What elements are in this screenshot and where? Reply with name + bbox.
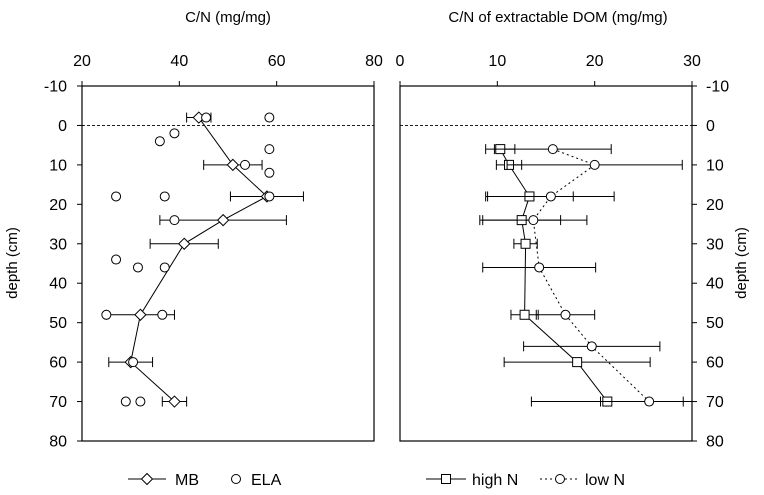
p1-mb-point [134, 308, 147, 321]
p1-ela-point [132, 262, 143, 273]
p1-ela-point [264, 144, 275, 155]
p2-y-tick-label: 80 [706, 434, 724, 451]
legend-ela-label: ELA [251, 472, 282, 489]
p1-y-tick-label: 50 [49, 315, 67, 332]
p2-low-n-point [528, 215, 539, 226]
p1-ela-point [169, 215, 180, 226]
right-panel-frame [399, 85, 693, 442]
legend-left: MB ELA [128, 472, 282, 489]
p1-y-tick-label: 30 [49, 236, 67, 253]
p2-low-n-point [560, 309, 571, 320]
p2-y-tick-label: 0 [706, 118, 715, 135]
p2-high-n-line [499, 148, 608, 402]
legend-ela-marker [231, 474, 241, 484]
p1-y-tick-label: 60 [49, 355, 67, 372]
p1-x-tick-label: 40 [170, 53, 188, 70]
p2-x-tick-label: 30 [683, 53, 701, 70]
p2-low-n-point [589, 159, 600, 170]
left-y-axis-label: depth (cm) [4, 227, 21, 299]
p2-y-tick-label: 70 [706, 394, 724, 411]
p1-mb-point [168, 395, 181, 408]
p1-x-tick-label: 60 [268, 53, 286, 70]
p2-low-n-point [534, 262, 545, 273]
p1-ela-point [128, 357, 139, 368]
p2-high-n-point [519, 309, 530, 320]
p1-y-tick-label: 40 [49, 276, 67, 293]
p2-x-tick-label: 20 [586, 53, 604, 70]
p2-low-n-line [532, 148, 650, 402]
p1-ela-point [264, 112, 275, 123]
p2-low-n-point [644, 396, 655, 407]
legend-mb-marker [140, 472, 154, 486]
p1-ela-point [120, 396, 131, 407]
legend-right: high N low N [426, 472, 625, 489]
p2-high-n-point [520, 238, 531, 249]
p1-mb-point [226, 158, 240, 172]
right-y-axis-label: depth (cm) [733, 227, 750, 299]
p1-ela-point [159, 262, 170, 273]
p1-y-tick-label: -10 [44, 79, 67, 96]
p1-ela-point [264, 167, 275, 178]
p2-y-tick-label: 50 [706, 315, 724, 332]
left-panel-title: C/N (mg/mg) [185, 9, 271, 26]
p1-ela-point [157, 309, 168, 320]
p1-mb-point [216, 213, 230, 227]
p1-ela-point [154, 136, 165, 147]
p1-ela-point [159, 191, 170, 202]
p1-y-tick-label: 20 [49, 197, 67, 214]
p1-x-tick-label: 20 [73, 53, 91, 70]
p1-ela-point [169, 128, 180, 139]
left-panel-frame [81, 85, 375, 442]
p1-ela-point [240, 159, 251, 170]
p1-mb-point [177, 237, 191, 250]
p1-y-tick-label: 0 [58, 118, 67, 135]
p2-low-n-point [545, 191, 556, 202]
p2-y-tick-label: 20 [706, 197, 724, 214]
p1-ela-point [264, 191, 275, 202]
p2-y-tick-label: 30 [706, 236, 724, 253]
p1-y-tick-label: 10 [49, 157, 67, 174]
p2-low-n-point [586, 341, 597, 352]
legend-lown-label: low N [585, 472, 625, 489]
p1-mb-line [130, 117, 268, 402]
p1-ela-point [111, 191, 122, 202]
p1-ela-point [201, 112, 212, 123]
p1-ela-point [111, 254, 122, 265]
p1-y-tick-label: 70 [49, 394, 67, 411]
legend-highn-marker [441, 474, 451, 484]
legend-mb-label: MB [175, 472, 199, 489]
p2-x-tick-label: 0 [396, 53, 405, 70]
p2-high-n-point [572, 357, 583, 368]
p2-y-tick-label: 60 [706, 355, 724, 372]
p1-ela-point [101, 309, 112, 320]
p2-x-tick-label: 10 [488, 53, 506, 70]
p1-ela-point [135, 396, 146, 407]
right-panel-title: C/N of extractable DOM (mg/mg) [448, 9, 667, 26]
p2-y-tick-label: 10 [706, 157, 724, 174]
p2-y-tick-label: -10 [706, 79, 729, 96]
p2-y-tick-label: 40 [706, 276, 724, 293]
legend-highn-label: high N [472, 472, 518, 489]
p1-y-tick-label: 80 [49, 434, 67, 451]
legend-lown-marker [555, 474, 565, 484]
p1-x-tick-label: 80 [365, 53, 383, 70]
p2-low-n-point [547, 144, 558, 155]
